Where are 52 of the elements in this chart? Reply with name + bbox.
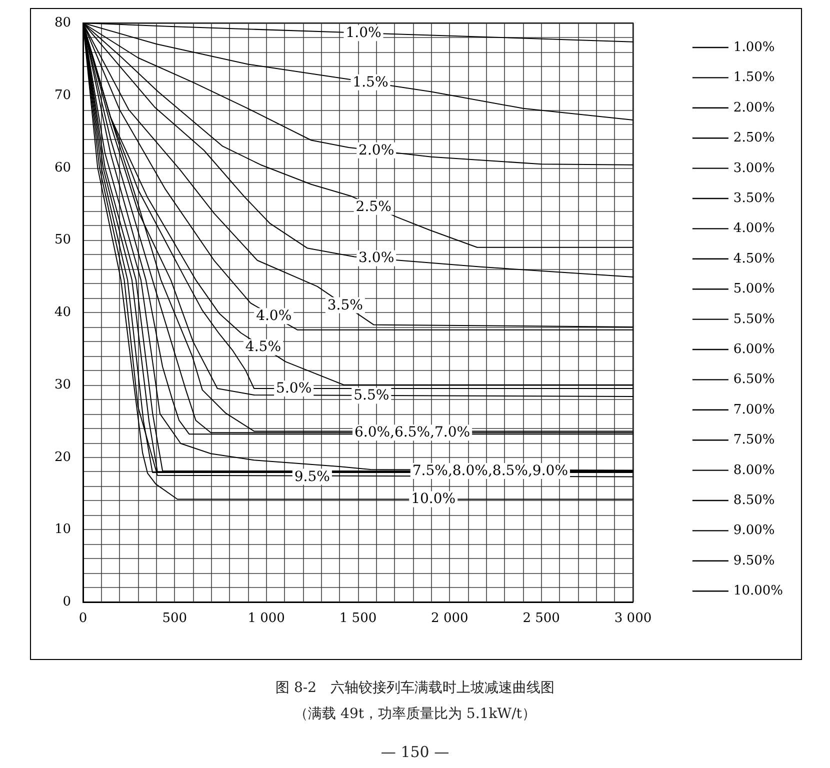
annotation: 4.0%: [256, 308, 292, 324]
annotation: 7.5%,8.0%,8.5%,9.0%: [412, 463, 568, 479]
x-tick-label: 1 000: [248, 611, 285, 626]
annotation: 5.0%: [276, 380, 312, 396]
text: 图 8-2 六轴铰接列车满载时上坡减速曲线图: [276, 680, 554, 696]
legend-label: 4.00%: [733, 221, 775, 236]
legend-label: 2.50%: [733, 130, 775, 146]
text: （满载 49t，功率质量比为 5.1kW/t）: [294, 706, 536, 722]
legend-label: 7.00%: [733, 402, 775, 418]
legend-label: 7.50%: [733, 432, 775, 448]
annotation: 4.5%: [245, 339, 282, 356]
y-tick-label: 20: [54, 450, 71, 465]
legend-label: 10.00%: [733, 584, 784, 599]
x-tick-label: 1 500: [339, 611, 377, 626]
y-tick-label: 60: [54, 160, 71, 176]
x-tick-label: 2 500: [522, 611, 560, 626]
y-tick-label: 30: [54, 377, 71, 392]
legend-label: 3.50%: [733, 191, 775, 206]
legend-label: 6.50%: [733, 372, 775, 388]
annotation: 10.0%: [411, 491, 456, 508]
annotation: 5.5%: [354, 388, 390, 404]
annotation: 6.0%,6.5%,7.0%: [354, 424, 470, 441]
x-tick-label: 500: [162, 611, 188, 626]
y-tick-label: 50: [54, 232, 71, 248]
x-tick-label: 3 000: [614, 611, 652, 626]
legend-label: 5.00%: [733, 282, 775, 297]
x-tick-label: 0: [78, 611, 88, 626]
annotation: 9.5%: [294, 468, 330, 485]
annotation: 1.5%: [352, 74, 388, 90]
legend-label: 8.50%: [733, 493, 775, 508]
y-tick-label: 0: [62, 594, 71, 610]
y-tick-label: 10: [54, 522, 71, 538]
annotation: 1.0%: [346, 25, 382, 42]
annotation: 2.5%: [356, 198, 392, 215]
legend-label: 3.00%: [733, 160, 775, 176]
x-tick-label: 2 000: [431, 611, 468, 626]
legend-label: 1.50%: [733, 70, 775, 86]
legend-label: 1.00%: [733, 40, 775, 55]
legend-label: 4.50%: [733, 251, 775, 266]
legend-label: 9.50%: [733, 553, 775, 568]
y-tick-label: 40: [54, 305, 71, 320]
y-tick-label: 80: [54, 16, 71, 30]
annotation: 3.0%: [358, 250, 394, 266]
text: — 150 —: [380, 743, 450, 761]
legend-label: 6.00%: [733, 342, 775, 357]
annotation: 2.0%: [358, 142, 394, 158]
legend-label: 2.00%: [733, 100, 775, 116]
annotation: 3.5%: [327, 297, 363, 314]
legend-label: 5.50%: [733, 312, 775, 327]
legend-label: 8.00%: [733, 462, 775, 478]
legend-label: 9.00%: [733, 523, 775, 538]
y-tick-label: 70: [54, 88, 71, 103]
